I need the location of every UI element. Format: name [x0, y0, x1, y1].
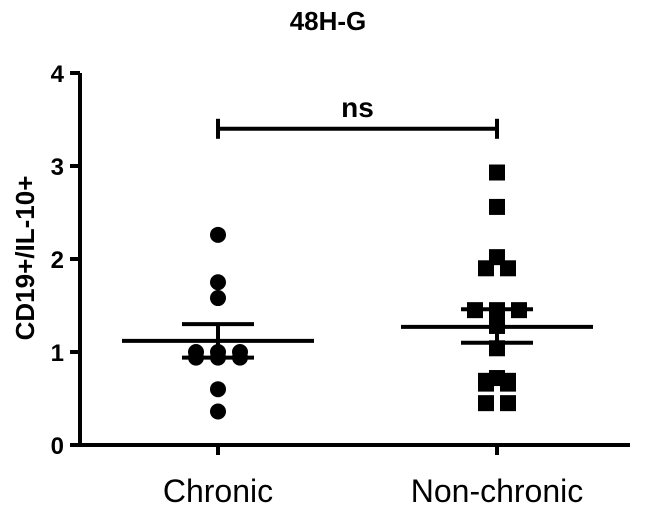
data-point-circle: [210, 290, 226, 307]
data-point-circle: [210, 226, 226, 243]
data-point-square: [500, 395, 516, 412]
data-point-square: [478, 260, 494, 277]
data-point-square: [500, 260, 516, 277]
data-point-circle: [210, 403, 226, 420]
axes: [70, 71, 630, 455]
significance-annotation: ns: [216, 92, 499, 139]
y-tick-label: 4: [51, 61, 65, 88]
chart-title: 48H-G: [290, 6, 367, 36]
tick-labels: 0 1 2 3 4 Chronic Non-chronic: [51, 61, 584, 505]
y-tick-label: 0: [51, 433, 64, 460]
y-tick-label: 1: [51, 340, 64, 367]
y-tick-label: 3: [51, 154, 64, 181]
data-point-square: [489, 198, 505, 215]
x-tick-label: Chronic: [163, 473, 273, 505]
data-point-square: [478, 375, 494, 392]
data-point-circle: [210, 381, 226, 398]
significance-label: ns: [341, 92, 374, 123]
y-tick-label: 2: [51, 247, 64, 274]
data-point-square: [478, 395, 494, 412]
data-point-square: [500, 375, 516, 392]
data-point-circle: [210, 274, 226, 291]
data-point-square: [489, 164, 505, 181]
y-axis-label: CD19+/IL-10+: [10, 176, 40, 341]
mean-sem-bars: [122, 307, 593, 360]
data-points: [188, 164, 527, 420]
x-tick-label: Non-chronic: [411, 473, 584, 505]
